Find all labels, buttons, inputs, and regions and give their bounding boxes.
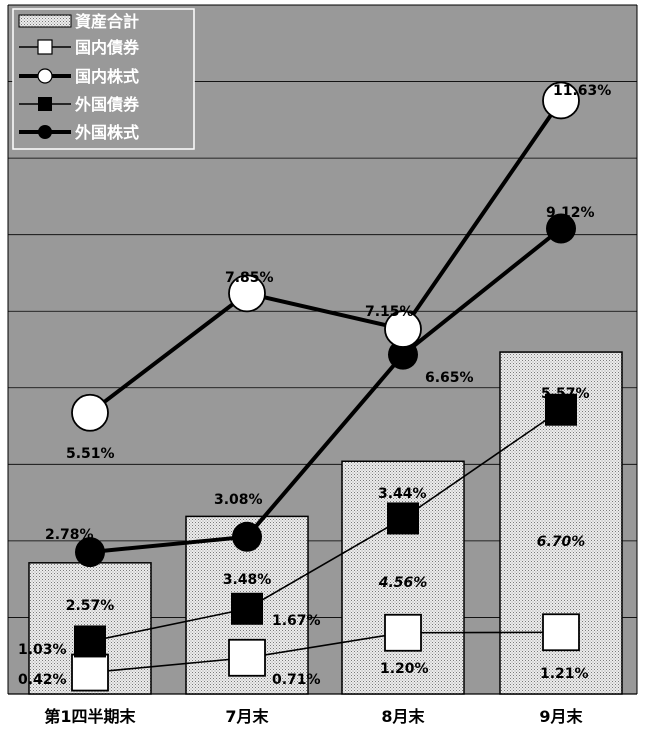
x-tick-label: 7月末: [225, 707, 269, 726]
marker-foreign-equity: [232, 521, 262, 552]
marker-foreign-bond: [231, 592, 263, 625]
marker-domestic-bond: [542, 613, 580, 652]
x-tick-label: 9月末: [539, 707, 583, 726]
data-label-series-2: 5.51%: [66, 446, 115, 462]
legend-label: 外国株式: [74, 123, 139, 142]
data-label-asset-total: 4.56%: [378, 575, 428, 591]
marker-domestic-bond: [384, 613, 422, 652]
data-label-asset-total: 2.57%: [66, 598, 115, 614]
marker-domestic-bond: [228, 638, 266, 677]
data-label-series-4: 9.12%: [546, 205, 595, 221]
marker-domestic-equity: [228, 274, 266, 313]
x-axis: 第1四半期末 7月末 8月末 9月末: [44, 707, 583, 726]
data-label-series-3: 1.67%: [272, 613, 321, 629]
x-tick-label: 第1四半期末: [44, 707, 136, 726]
data-label-series-1: 1.21%: [540, 666, 589, 682]
series-line-1: [89, 631, 562, 674]
marker-domestic-equity: [542, 81, 580, 120]
legend-marker-square-black-icon: [38, 97, 52, 111]
series-line-3: [89, 409, 562, 643]
legend-swatch-asset-total: [18, 14, 72, 28]
marker-domestic-equity: [71, 393, 109, 432]
marker-foreign-equity: [75, 537, 105, 568]
marker-domestic-bond: [71, 653, 109, 692]
marker-domestic-equity: [384, 310, 422, 348]
legend-marker-square-white-icon: [37, 39, 53, 55]
marker-foreign-bond: [74, 625, 106, 658]
legend-label: 国内債券: [75, 38, 140, 57]
series-markers: [71, 81, 580, 692]
series-line-2: [88, 99, 563, 415]
series-lines: [88, 99, 563, 674]
data-label-asset-total: 6.70%: [537, 534, 586, 550]
data-label-series-3: 1.03%: [18, 642, 67, 658]
marker-foreign-equity: [388, 339, 418, 370]
data-label-series-1: 0.71%: [272, 672, 321, 688]
legend-label: 資産合計: [75, 12, 139, 31]
legend-marker-circle-white-icon: [37, 68, 53, 84]
data-labels: 2.57% 3.48% 4.56% 6.70% 0.42% 0.71% 1.20% 1.21%…: [18, 83, 611, 688]
legend-label: 国内株式: [75, 67, 139, 86]
marker-foreign-equity: [546, 213, 576, 244]
data-label-series-4: 2.78%: [45, 527, 94, 543]
data-label-series-2: 7.85%: [225, 270, 274, 286]
marker-foreign-bond: [387, 502, 419, 535]
marker-foreign-bond: [545, 393, 577, 426]
data-label-series-3: 3.44%: [378, 486, 427, 502]
data-label-series-1: 0.42%: [18, 672, 67, 688]
data-label-series-2: 7.15%: [365, 304, 414, 320]
data-label-series-4: 6.65%: [425, 370, 474, 386]
data-label-series-3: 5.57%: [541, 386, 590, 402]
data-label-asset-total: 3.48%: [223, 572, 272, 588]
x-tick-label: 8月末: [381, 707, 425, 726]
data-label-series-4: 3.08%: [214, 492, 263, 508]
bar-asset-total: [341, 460, 465, 695]
series-line-4: [89, 226, 563, 555]
data-label-series-1: 1.20%: [380, 661, 429, 677]
legend-marker-circle-black-icon: [38, 125, 52, 139]
legend-label: 外国債券: [74, 95, 140, 114]
data-label-series-2: 11.63%: [553, 83, 611, 99]
